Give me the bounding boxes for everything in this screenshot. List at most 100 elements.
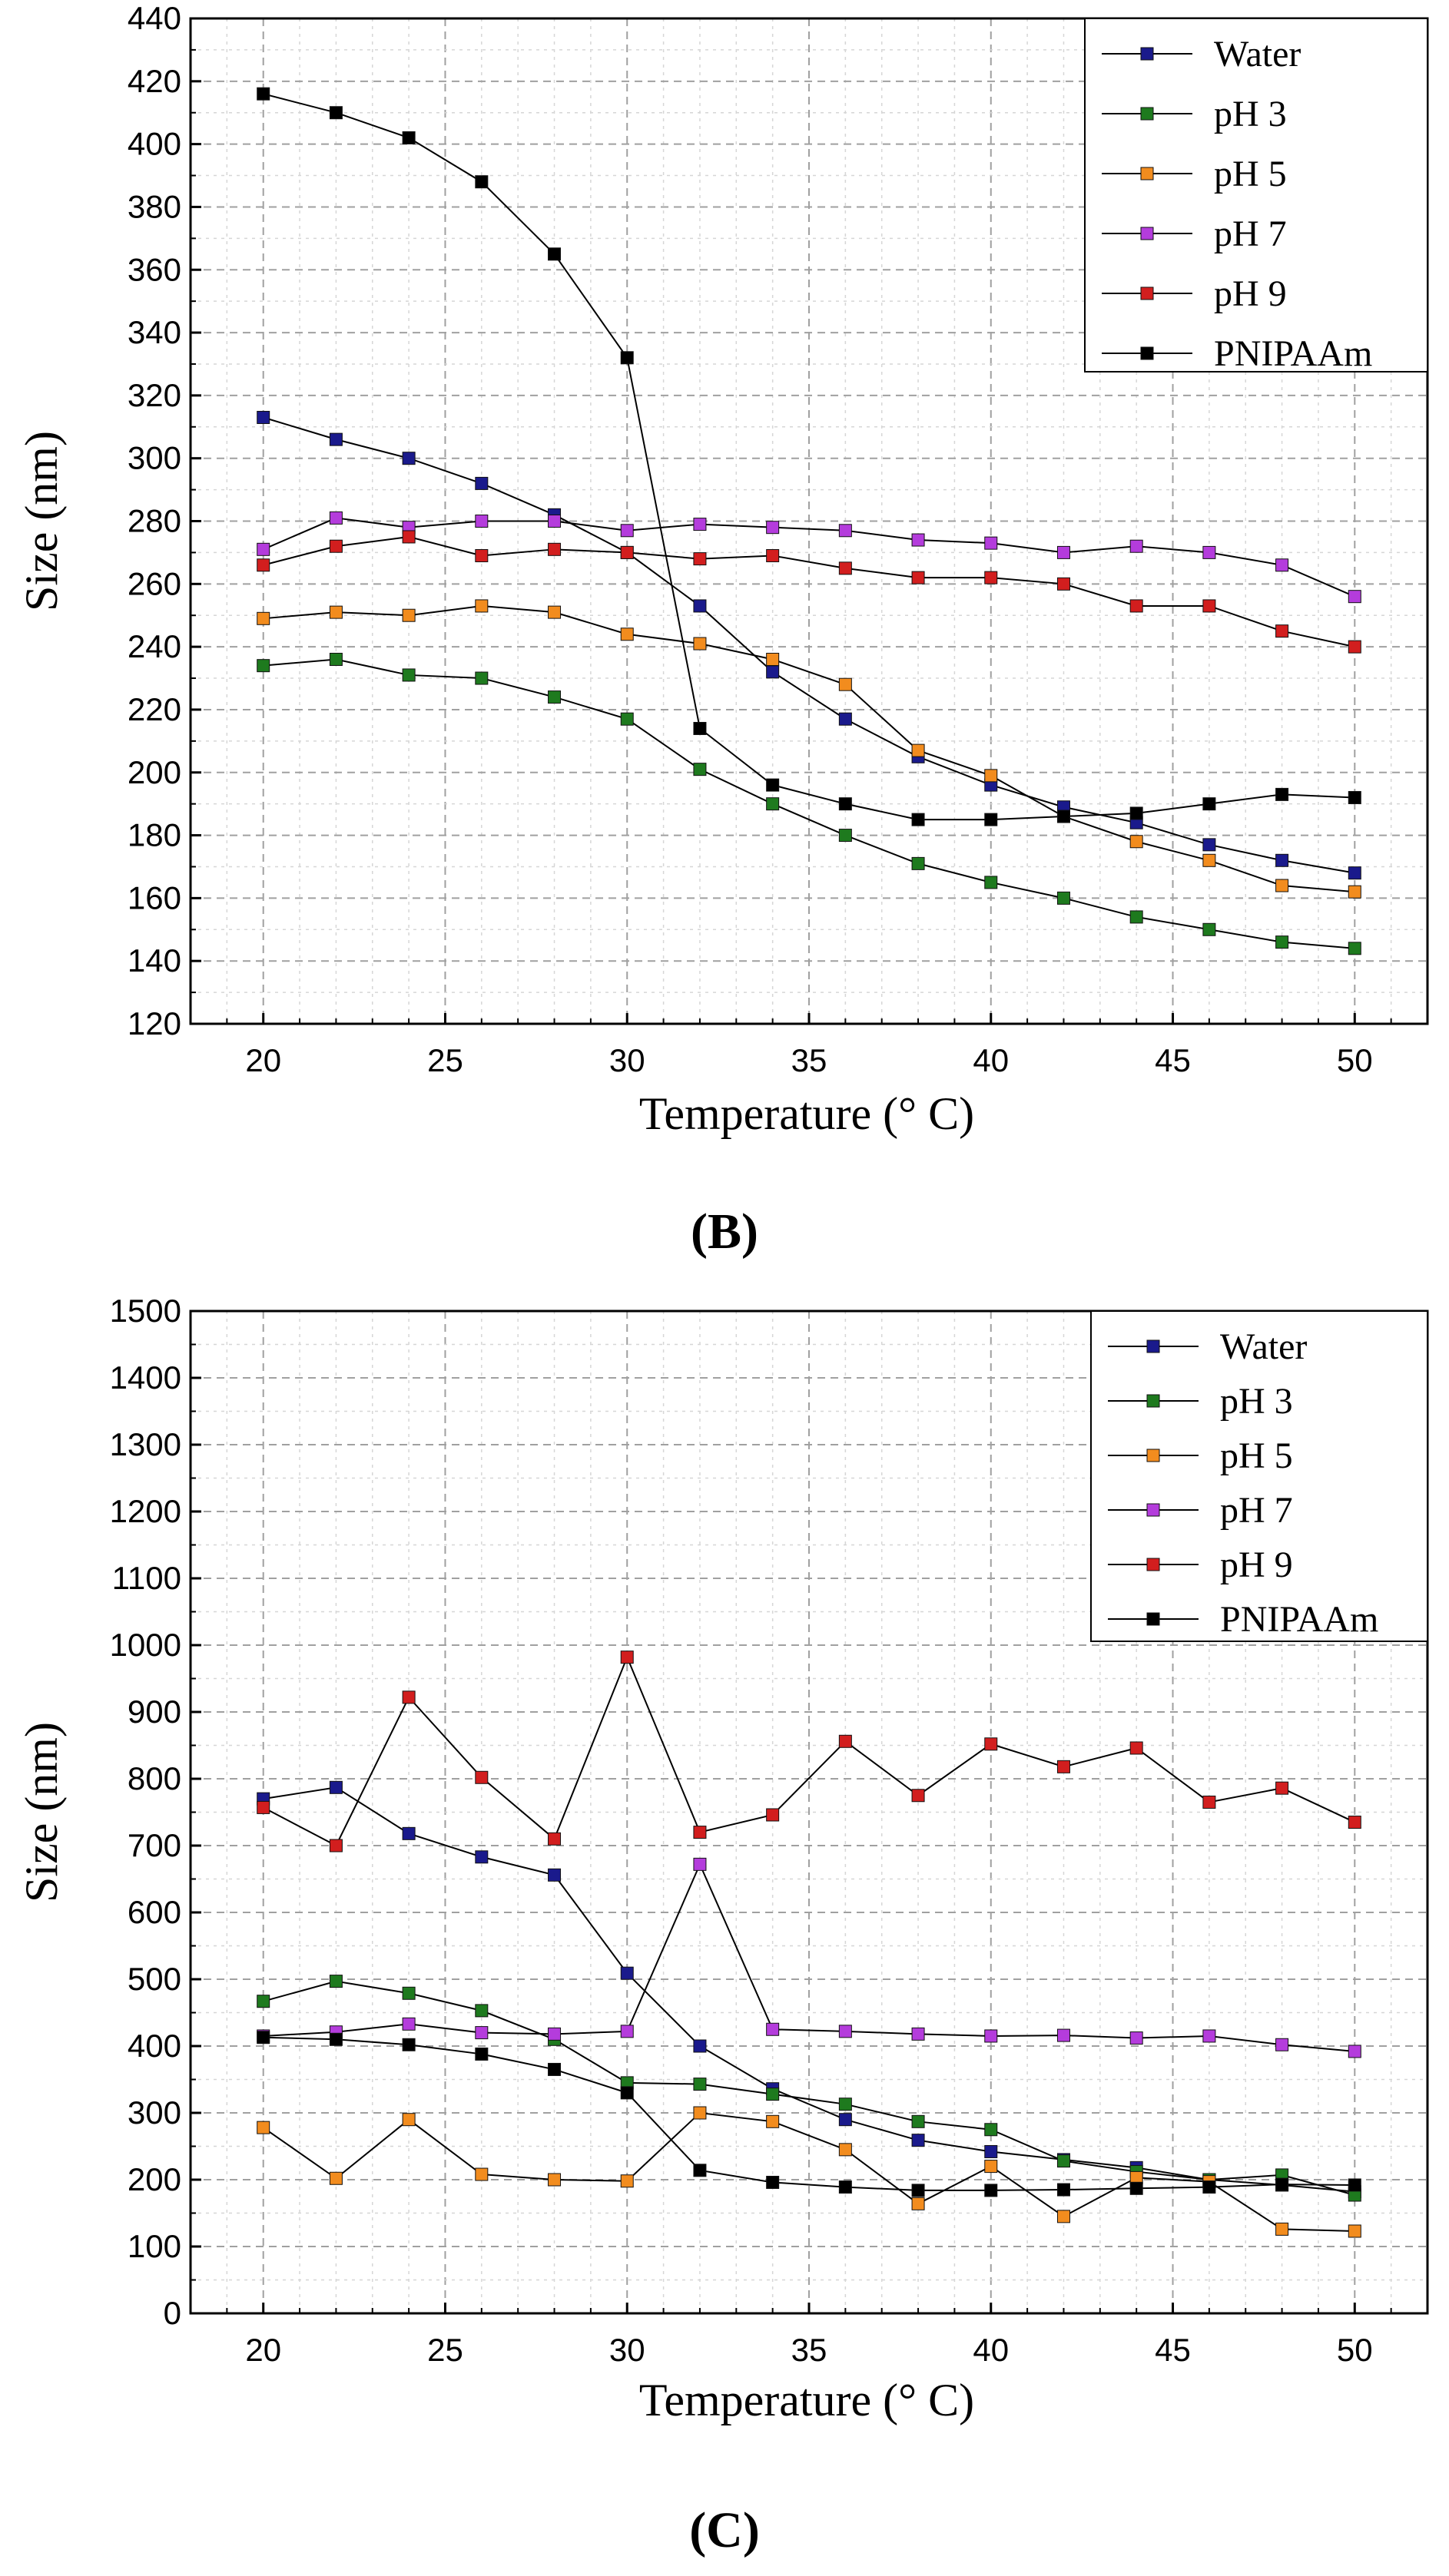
data-point: [838, 2025, 852, 2038]
data-point: [1056, 2154, 1070, 2168]
data-point: [475, 671, 489, 685]
data-point: [548, 1868, 562, 1882]
data-point: [257, 558, 270, 572]
data-point: [402, 1826, 416, 1840]
legend-label: pH 9: [1214, 273, 1287, 314]
data-point: [1202, 2029, 1216, 2043]
data-point: [475, 175, 489, 189]
data-point: [693, 637, 707, 651]
legend-marker: [1146, 1339, 1160, 1353]
data-point: [329, 652, 343, 666]
data-point: [329, 2171, 343, 2185]
legend-label: pH 3: [1214, 94, 1287, 134]
series-line: [263, 2036, 1355, 2191]
legend-item: pH 7: [1102, 214, 1287, 254]
data-point: [766, 778, 780, 792]
data-point: [329, 511, 343, 525]
data-point: [475, 599, 489, 613]
y-tick-label: 200: [128, 754, 181, 790]
legend-marker: [1146, 1558, 1160, 1571]
data-point: [1275, 1781, 1289, 1795]
x-tick-label: 20: [245, 1042, 281, 1078]
legend: Water pH 3 pH 5 pH 7 pH 9 PNIPAAm: [1090, 1310, 1428, 1642]
data-point: [257, 1800, 270, 1814]
y-tick-label: 340: [128, 314, 181, 350]
series-ph-5: [257, 599, 1361, 899]
data-point: [475, 1770, 489, 1784]
data-point: [1275, 2177, 1289, 2191]
legend-marker: [1146, 1449, 1160, 1462]
data-point: [402, 1986, 416, 2000]
data-point: [475, 2047, 489, 2061]
data-point: [838, 2143, 852, 2157]
data-point: [693, 763, 707, 776]
data-point: [1056, 2028, 1070, 2042]
data-point: [693, 2164, 707, 2177]
data-point: [766, 548, 780, 562]
legend-marker: [1146, 1503, 1160, 1517]
data-point: [984, 2184, 998, 2197]
series-ph-3: [257, 652, 1361, 955]
y-tick-label: 160: [128, 879, 181, 916]
y-tick-label: 700: [128, 1827, 181, 1863]
series-line: [263, 1786, 1355, 2193]
series-pnipaam: [257, 2031, 1361, 2197]
series-line: [263, 1862, 1355, 2052]
data-point: [1129, 539, 1143, 553]
data-point: [402, 668, 416, 682]
data-point: [911, 571, 925, 584]
y-tick-label: 200: [128, 2161, 181, 2197]
data-point: [620, 627, 634, 641]
data-point: [693, 518, 707, 531]
data-point: [1202, 599, 1216, 613]
data-point: [402, 2017, 416, 2031]
data-point: [838, 561, 852, 575]
legend-label: PNIPAAm: [1220, 1599, 1378, 1640]
data-point: [1202, 1795, 1216, 1809]
series-ph-9: [257, 1651, 1361, 1853]
data-point: [1202, 838, 1216, 852]
data-point: [548, 605, 562, 619]
data-point: [838, 677, 852, 691]
data-point: [1056, 545, 1070, 559]
data-point: [620, 712, 634, 726]
legend-label: Water: [1220, 1326, 1307, 1367]
x-tick-label: 40: [973, 1042, 1009, 1078]
data-point: [911, 743, 925, 757]
y-tick-label: 600: [128, 1894, 181, 1930]
data-point: [475, 2167, 489, 2181]
data-point: [911, 856, 925, 870]
x-tick-label: 30: [609, 1042, 645, 1078]
data-point: [1275, 558, 1289, 572]
data-point: [620, 524, 634, 538]
data-point: [838, 2113, 852, 2127]
data-point: [984, 2160, 998, 2174]
legend-item: pH 9: [1108, 1545, 1293, 1585]
y-axis-label: Size (nm): [16, 431, 67, 611]
data-point: [766, 2114, 780, 2128]
y-tick-label: 100: [128, 2228, 181, 2264]
y-tick-label: 300: [128, 2094, 181, 2131]
data-point: [838, 797, 852, 811]
legend-item: pH 3: [1108, 1381, 1293, 1422]
series-line: [263, 517, 1355, 598]
data-point: [1348, 885, 1361, 899]
x-tick-label: 45: [1155, 1042, 1191, 1078]
series-line: [263, 658, 1355, 949]
legend-marker: [1140, 286, 1154, 300]
data-point: [1348, 1816, 1361, 1829]
data-point: [475, 476, 489, 490]
y-axis-label: Size (nm): [16, 1722, 67, 1902]
data-point: [1275, 935, 1289, 949]
x-axis-label: Temperature (° C): [639, 1088, 974, 1139]
data-point: [257, 611, 270, 625]
data-point: [475, 548, 489, 562]
data-point: [257, 542, 270, 556]
data-point: [1348, 866, 1361, 880]
legend-marker: [1140, 47, 1154, 61]
x-tick-label: 50: [1337, 1042, 1373, 1078]
data-point: [1202, 545, 1216, 559]
legend: Water pH 3 pH 5 pH 7 pH 9 PNIPAAm: [1084, 18, 1428, 374]
data-point: [984, 769, 998, 783]
chart-panel-c: 20 25 30 35 40 45 5001002003004005006007008009…: [16, 1293, 1429, 2558]
